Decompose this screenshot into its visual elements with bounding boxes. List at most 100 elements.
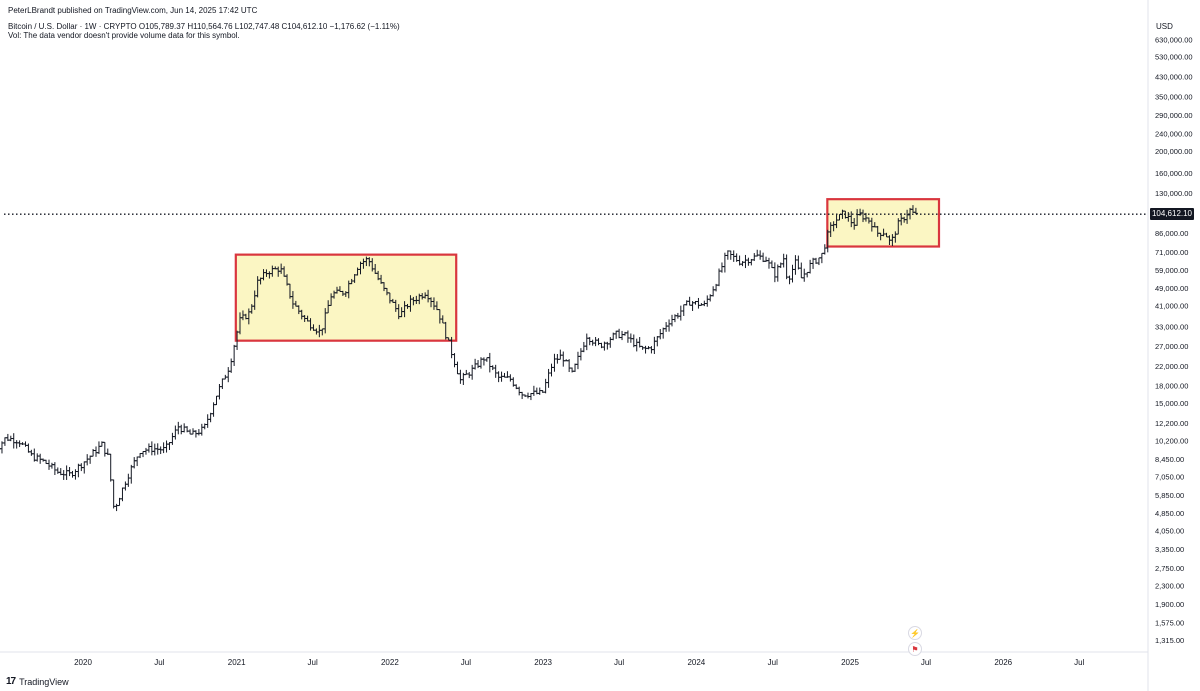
ohlc-bar <box>114 503 119 512</box>
ohlc-bar <box>11 433 16 449</box>
ohlc-bar <box>808 259 813 274</box>
ohlc-bar <box>561 351 566 367</box>
ohlc-bar <box>143 447 148 455</box>
dividend-event-icon[interactable]: ⚡ <box>908 626 922 640</box>
y-tick-label: 2,750.00 <box>1155 564 1184 573</box>
y-tick-label: 3,350.00 <box>1155 545 1184 554</box>
y-tick-label: 630,000.00 <box>1155 35 1193 44</box>
ohlc-bar <box>64 465 69 480</box>
y-tick-label: 290,000.00 <box>1155 111 1193 120</box>
y-tick-label: 5,850.00 <box>1155 491 1184 500</box>
x-tick-label: Jul <box>308 658 318 667</box>
ohlc-bar <box>578 348 583 361</box>
y-tick-label: 430,000.00 <box>1155 73 1193 82</box>
ohlc-bar <box>173 425 178 440</box>
last-price-tag: 104,612.10 <box>1150 208 1194 220</box>
y-tick-label: 7,050.00 <box>1155 473 1184 482</box>
ohlc-bar <box>517 386 522 396</box>
ohlc-bar <box>705 295 710 307</box>
ohlc-bar <box>596 338 601 346</box>
ohlc-bar <box>758 250 763 260</box>
ohlc-bar <box>725 250 730 260</box>
y-tick-label: 86,000.00 <box>1155 229 1188 238</box>
ohlc-bar <box>719 262 724 273</box>
ohlc-bar <box>96 441 101 455</box>
x-tick-label: Jul <box>614 658 624 667</box>
ohlc-bar <box>634 338 639 352</box>
ohlc-bar <box>625 330 630 343</box>
x-tick-label: 2023 <box>534 658 552 667</box>
ohlc-bar <box>35 453 40 462</box>
y-tick-label: 33,000.00 <box>1155 322 1188 331</box>
ohlc-bar <box>799 262 804 279</box>
ohlc-bar <box>805 271 810 278</box>
ohlc-bar <box>822 244 827 255</box>
y-tick-label: 4,850.00 <box>1155 509 1184 518</box>
y-tick-label: 41,000.00 <box>1155 301 1188 310</box>
ohlc-bar <box>170 432 175 445</box>
ohlc-bar <box>111 479 116 509</box>
ohlc-bar <box>476 360 481 369</box>
y-tick-label: 4,050.00 <box>1155 527 1184 536</box>
ohlc-bar <box>581 341 586 353</box>
ohlc-bar <box>552 353 557 372</box>
ohlc-bar <box>784 254 789 280</box>
ohlc-bar <box>555 353 560 364</box>
x-tick-label: Jul <box>768 658 778 667</box>
ohlc-bar <box>29 449 34 456</box>
tradingview-branding[interactable]: 17 TradingView <box>6 676 69 687</box>
ohlc-bar <box>667 319 672 332</box>
y-tick-label: 1,315.00 <box>1155 636 1184 645</box>
y-tick-label: 130,000.00 <box>1155 189 1193 198</box>
ohlc-bar <box>38 453 43 464</box>
ohlc-bar <box>229 358 234 373</box>
y-tick-label: 8,450.00 <box>1155 455 1184 464</box>
ohlc-bar <box>94 446 99 457</box>
y-tick-label: 22,000.00 <box>1155 362 1188 371</box>
ohlc-bar <box>220 378 225 390</box>
ohlc-bar <box>819 252 824 264</box>
ohlc-bar <box>188 429 193 435</box>
ohlc-bar <box>458 369 463 384</box>
ohlc-bar <box>32 448 37 462</box>
ohlc-bar <box>743 254 748 269</box>
x-tick-label: 2022 <box>381 658 399 667</box>
ohlc-bar <box>761 252 766 263</box>
ohlc-bar <box>205 414 210 428</box>
ohlc-bar <box>120 487 125 502</box>
x-tick-label: 2026 <box>994 658 1012 667</box>
ohlc-bar <box>152 443 157 456</box>
ohlc-bar <box>769 260 774 269</box>
ohlc-bar <box>46 459 51 470</box>
ohlc-bar <box>196 429 201 436</box>
ohlc-bar <box>164 440 169 453</box>
y-tick-label: 1,900.00 <box>1155 600 1184 609</box>
ohlc-bar <box>182 423 187 433</box>
y-tick-label: 27,000.00 <box>1155 342 1188 351</box>
symbol-legend[interactable]: Bitcoin / U.S. Dollar · 1W · CRYPTO O105… <box>8 22 400 31</box>
y-tick-label: 49,000.00 <box>1155 284 1188 293</box>
ohlc-bar <box>746 257 751 266</box>
us-flag-event-icon[interactable]: ⚑ <box>908 642 922 656</box>
ohlc-bar <box>537 387 542 395</box>
ohlc-bar <box>73 469 78 480</box>
ohlc-bar <box>652 336 657 354</box>
ohlc-bar <box>696 297 701 309</box>
y-tick-label: 240,000.00 <box>1155 129 1193 138</box>
ohlc-bar <box>487 352 492 373</box>
y-tick-label: 160,000.00 <box>1155 169 1193 178</box>
ohlc-bar <box>481 357 486 366</box>
ohlc-bar <box>52 462 57 476</box>
ohlc-bar <box>687 296 692 306</box>
x-tick-label: 2021 <box>228 658 246 667</box>
ohlc-bar <box>179 424 184 435</box>
ohlc-bar <box>549 363 554 377</box>
ohlc-bar <box>226 367 231 383</box>
ohlc-bar <box>528 393 533 401</box>
x-tick-label: 2025 <box>841 658 859 667</box>
ohlc-bar <box>167 442 172 450</box>
ohlc-bar <box>199 423 204 436</box>
currency-label[interactable]: USD <box>1156 22 1173 31</box>
ohlc-bar <box>452 353 457 368</box>
